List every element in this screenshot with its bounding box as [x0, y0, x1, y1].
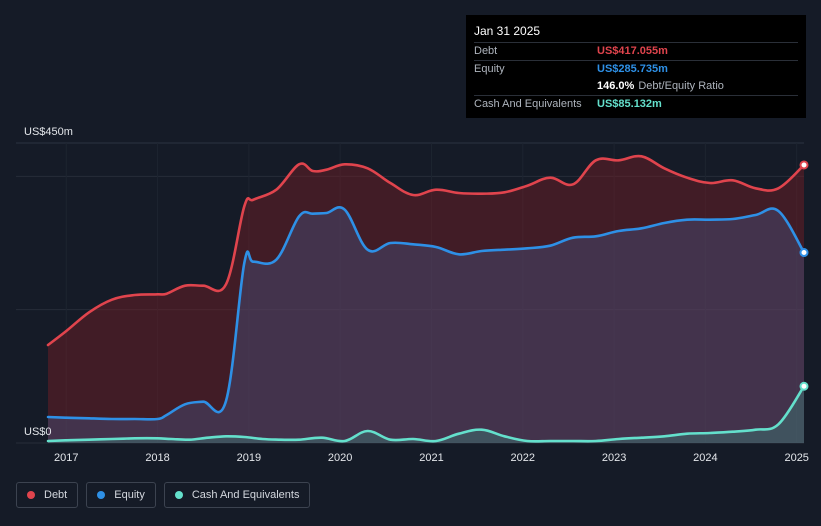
legend-item-equity[interactable]: Equity — [86, 482, 156, 508]
cash-end-point — [799, 381, 809, 391]
x-tick-label: 2017 — [54, 452, 78, 464]
tooltip-row-debt: Debt US$417.055m — [474, 42, 798, 60]
debt-area — [48, 156, 804, 443]
cash-dot-icon — [174, 491, 183, 499]
tooltip-ratio-spacer — [474, 78, 597, 95]
tooltip-ratio-value: 146.0% — [597, 80, 635, 92]
series-lines — [46, 154, 806, 443]
tooltip-panel: Jan 31 2025 Debt US$417.055m Equity US$2… — [466, 15, 806, 118]
tooltip-row-cash: Cash And Equivalents US$85.132m — [474, 95, 798, 113]
equity-area — [48, 207, 804, 443]
legend: Debt Equity Cash And Equivalents — [16, 482, 311, 508]
legend-item-debt[interactable]: Debt — [16, 482, 79, 508]
tooltip-debt-label: Debt — [474, 45, 498, 57]
legend-debt-label: Debt — [44, 489, 68, 501]
tooltip-date: Jan 31 2025 — [474, 24, 541, 38]
tooltip-ratio-label: Debt/Equity Ratio — [638, 80, 724, 92]
tooltip-row-equity: Equity US$285.735m — [474, 60, 798, 78]
debt-end-point — [799, 160, 809, 170]
equity-line — [46, 206, 806, 421]
equity-end-point — [799, 248, 809, 258]
tooltip-cash-label: Cash And Equivalents — [474, 98, 582, 110]
legend-item-cash[interactable]: Cash And Equivalents — [163, 482, 311, 508]
series-areas — [48, 156, 804, 443]
tooltip-equity-value: US$285.735m — [597, 63, 668, 75]
x-tick-label: 2022 — [511, 452, 535, 464]
end-points — [799, 160, 809, 391]
tooltip-equity-label: Equity — [474, 63, 505, 75]
cash-line — [46, 384, 806, 443]
x-tick-label: 2023 — [602, 452, 626, 464]
gridlines — [16, 142, 804, 444]
legend-equity-label: Equity — [114, 489, 145, 501]
x-tick-label: 2021 — [419, 452, 443, 464]
x-tick-label: 2025 — [784, 452, 808, 464]
tooltip-row-ratio: 146.0% Debt/Equity Ratio — [474, 78, 798, 95]
equity-dot-icon — [97, 491, 106, 499]
x-axis-ticks: 2017 2018 2019 2020 2021 2022 2023 2024 2025 — [54, 452, 809, 464]
x-tick-label: 2018 — [145, 452, 169, 464]
x-tick-label: 2019 — [237, 452, 261, 464]
legend-cash-label: Cash And Equivalents — [191, 489, 300, 501]
cash-area — [48, 386, 804, 443]
x-tick-label: 2020 — [328, 452, 352, 464]
debt-dot-icon — [27, 491, 35, 499]
tooltip-cash-value: US$85.132m — [597, 98, 662, 110]
y-axis-bottom-label: US$0 — [24, 426, 52, 438]
debt-line — [46, 154, 806, 347]
x-tick-label: 2024 — [693, 452, 717, 464]
tooltip-debt-value: US$417.055m — [597, 45, 668, 57]
y-axis-top-label: US$450m — [24, 126, 73, 138]
